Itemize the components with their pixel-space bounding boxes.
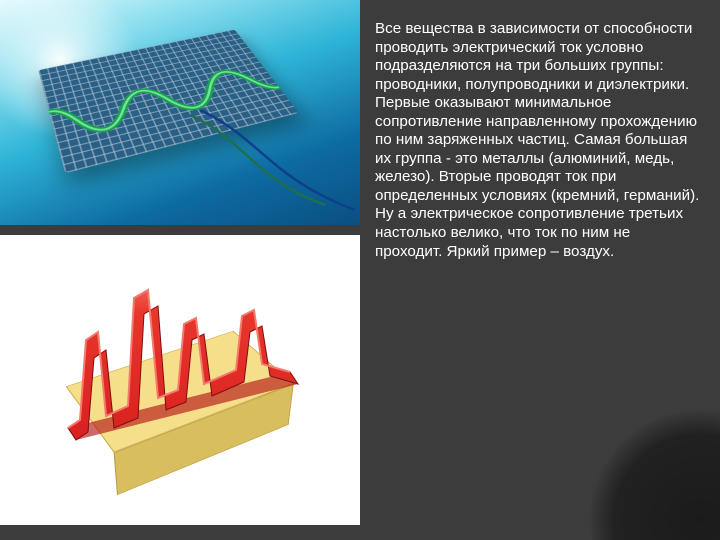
slide: Все вещества в зависимости от способност… [0,0,720,540]
image-bottom-wave-block [0,235,360,525]
corner-decoration [590,410,720,540]
body-text: Все вещества в зависимости от способност… [375,20,700,261]
image-top-chip [0,0,360,225]
isometric-scene [30,270,330,490]
yellow-block [66,331,294,453]
wires [185,110,360,225]
sky-gradient [0,0,360,225]
